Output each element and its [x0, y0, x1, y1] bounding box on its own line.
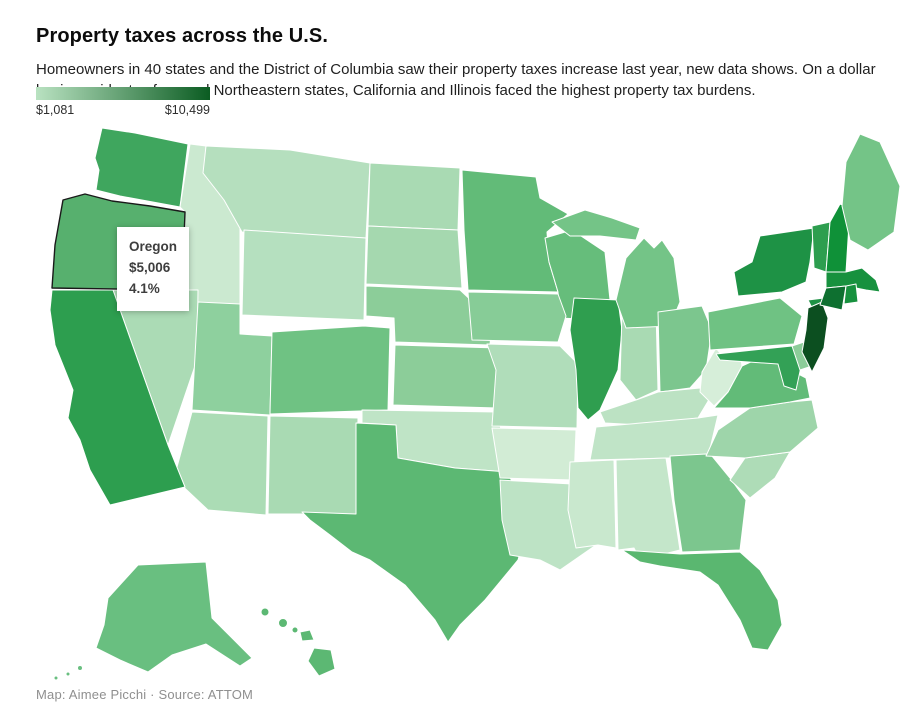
credit-line: Map: Aimee Picchi · Source: ATTOM [36, 687, 254, 702]
tooltip-rate-percent: 4.1% [129, 280, 160, 296]
us-choropleth-map [30, 120, 918, 680]
state-alabama[interactable] [615, 457, 681, 561]
state-utah[interactable] [191, 301, 273, 416]
state-west-virginia[interactable] [699, 347, 743, 407]
state-new-mexico[interactable] [267, 415, 359, 515]
state-new-york[interactable] [733, 227, 815, 297]
state-kansas[interactable] [392, 344, 499, 409]
state-nebraska[interactable] [365, 285, 493, 346]
color-legend: $1,081 $10,499 [36, 87, 210, 117]
state-new-hampshire[interactable] [825, 203, 851, 273]
state-hawaii-big-island[interactable] [307, 647, 336, 677]
state-alaska[interactable] [95, 561, 253, 673]
tooltip-tax-value: $5,006 [129, 259, 171, 275]
state-missouri[interactable] [486, 343, 579, 429]
state-north-dakota[interactable] [367, 162, 461, 231]
state-connecticut[interactable] [819, 285, 847, 311]
subtitle: Homeowners in 40 states and the District… [36, 61, 876, 99]
state-florida[interactable] [621, 549, 783, 651]
state-maine[interactable] [841, 133, 901, 251]
state-north-carolina[interactable] [705, 399, 819, 459]
state-colorado[interactable] [269, 325, 391, 415]
state-california[interactable] [49, 289, 186, 506]
state-washington[interactable] [94, 127, 189, 208]
state-georgia[interactable] [669, 453, 747, 553]
state-texas[interactable] [301, 422, 529, 643]
state-alaska-island[interactable] [77, 665, 83, 671]
state-michigan-upper[interactable] [551, 209, 641, 241]
state-hawaii-oahu[interactable] [278, 618, 288, 628]
state-pennsylvania[interactable] [707, 297, 803, 351]
state-michigan[interactable] [615, 237, 681, 329]
state-south-dakota[interactable] [365, 225, 463, 289]
state-hawaii-kauai[interactable] [260, 607, 270, 617]
legend-min-label: $1,081 [36, 103, 75, 117]
state-arkansas[interactable] [491, 427, 577, 481]
state-alaska-island[interactable] [65, 671, 71, 677]
us-map-svg [49, 127, 901, 680]
legend-max-label: $10,499 [164, 103, 210, 117]
state-iowa[interactable] [467, 291, 567, 343]
state-mississippi[interactable] [567, 459, 617, 549]
page-title: Property taxes across the U.S. [36, 25, 329, 48]
state-rhode-island[interactable] [843, 283, 859, 305]
state-wyoming[interactable] [241, 229, 367, 321]
state-hawaii-molokai[interactable] [291, 626, 299, 634]
state-arizona[interactable] [173, 411, 269, 516]
state-illinois[interactable] [569, 297, 623, 421]
state-hawaii-maui[interactable] [299, 629, 315, 642]
state-alaska-island[interactable] [53, 675, 59, 680]
legend-gradient [36, 87, 210, 100]
tooltip-state-name: Oregon [129, 239, 178, 254]
state-tooltip: Oregon $5,006 4.1% [117, 227, 190, 311]
state-tennessee[interactable] [589, 414, 719, 461]
